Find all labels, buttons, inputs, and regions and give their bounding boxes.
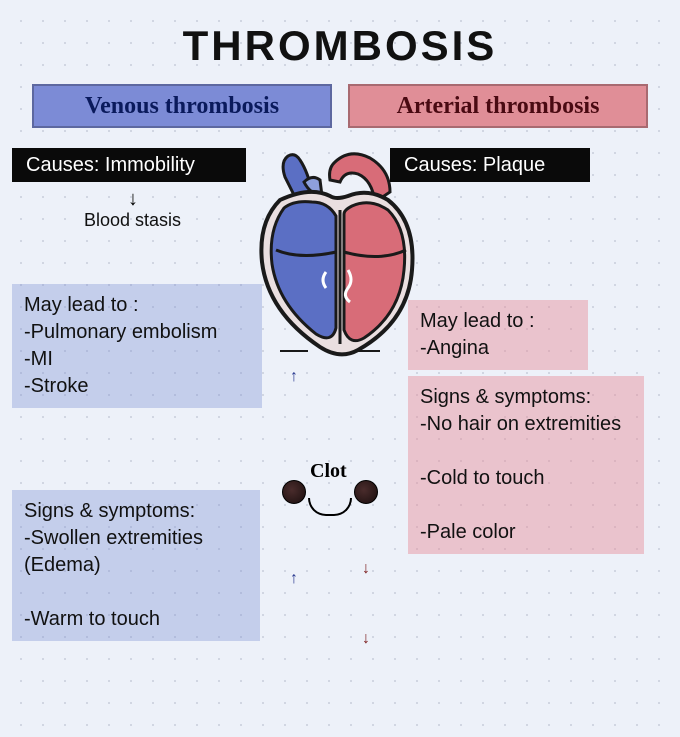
venous-signs-title: Signs & symptoms:: [24, 498, 248, 525]
artery-flow-arrow-icon: ↓: [362, 630, 370, 648]
arterial-signs-item: -Pale color: [420, 519, 632, 546]
venous-header: Venous thrombosis: [32, 84, 332, 128]
arterial-signs-title: Signs & symptoms:: [420, 384, 632, 411]
vein-flow-arrow-icon: ↑: [290, 570, 298, 588]
venous-may-lead-item: -Stroke: [24, 373, 250, 400]
vein-flow-arrow-icon: ↑: [290, 368, 298, 386]
venous-signs-item: -Warm to touch: [24, 606, 248, 633]
artery-clot-icon: [354, 480, 378, 504]
arterial-signs-item: -No hair on extremities: [420, 411, 632, 438]
arterial-signs-item: -Cold to touch: [420, 465, 632, 492]
arterial-header: Arterial thrombosis: [348, 84, 648, 128]
venous-signs-item: [24, 579, 248, 606]
venous-cause-arrow: ↓: [128, 188, 138, 211]
page-title: THROMBOSIS: [0, 22, 680, 70]
venous-cause: Causes: Immobility: [12, 148, 246, 182]
arterial-signs-item: [420, 492, 632, 519]
venous-signs-box: Signs & symptoms: -Swollen extremities (…: [12, 490, 260, 641]
arterial-may-lead-item: -Angina: [420, 335, 576, 362]
vein-clot-icon: [282, 480, 306, 504]
heart-diagram: [240, 152, 440, 362]
venous-signs-item: -Swollen extremities (Edema): [24, 525, 248, 579]
venous-may-lead-item: -Pulmonary embolism: [24, 319, 250, 346]
arterial-signs-item: [420, 438, 632, 465]
arterial-may-lead-title: May lead to :: [420, 308, 576, 335]
artery-flow-arrow-icon: ↓: [362, 560, 370, 578]
venous-may-lead-box: May lead to : -Pulmonary embolism -MI -S…: [12, 284, 262, 408]
venous-may-lead-item: -MI: [24, 346, 250, 373]
blood-stasis-label: Blood stasis: [84, 210, 181, 231]
venous-may-lead-title: May lead to :: [24, 292, 250, 319]
arterial-signs-box: Signs & symptoms: -No hair on extremitie…: [408, 376, 644, 554]
clot-label: Clot: [310, 460, 347, 483]
